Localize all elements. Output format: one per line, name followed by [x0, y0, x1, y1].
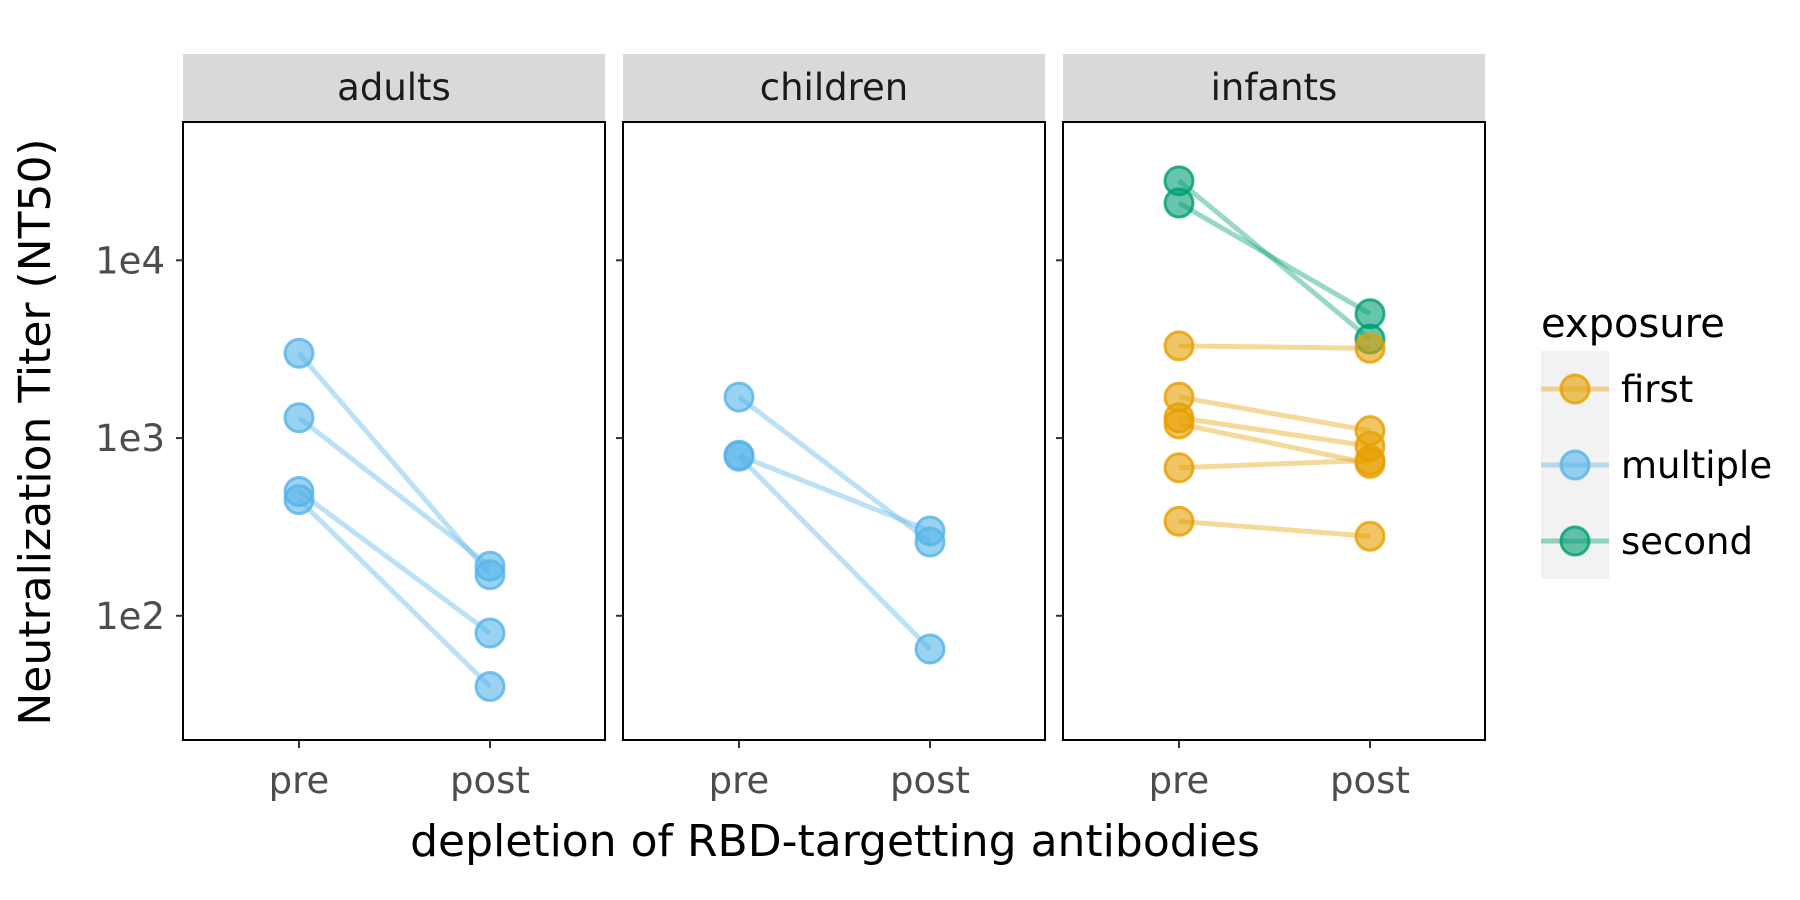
series-line-multiple: [297, 351, 492, 577]
facet-strip-label: infants: [1211, 66, 1338, 109]
y-tick-label: 1e3: [95, 417, 165, 460]
data-point-first: [1163, 452, 1195, 484]
y-axis-title: Neutralization Titer (NT50): [10, 138, 61, 725]
data-point-multiple: [474, 617, 506, 649]
series-line-multiple: [737, 454, 932, 651]
x-tick-label: post: [450, 759, 530, 802]
y-axis: 1e2 1e3 1e4: [95, 239, 165, 637]
panel-border: [622, 121, 1046, 741]
data-point-second: [1354, 298, 1386, 330]
facet-strip: [183, 54, 605, 122]
series-line-multiple: [297, 489, 492, 636]
y-tick-label: 1e2: [95, 595, 165, 638]
series-line-multiple: [297, 415, 492, 569]
facet-strip: [1063, 54, 1485, 122]
legend: exposure first multiple second: [1541, 301, 1772, 579]
data-point-multiple: [723, 440, 755, 472]
data-point-multiple: [723, 381, 755, 413]
y-tick-label: 1e4: [95, 239, 165, 282]
data-point-multiple: [914, 633, 946, 665]
series-line-first: [1178, 394, 1371, 434]
data-point-first: [1163, 505, 1195, 537]
facet-strip-label: children: [760, 66, 908, 109]
legend-label: multiple: [1621, 444, 1772, 487]
series-line-second: [1177, 200, 1372, 316]
facet-panels: adults pre post children pre post infants pre po…: [176, 54, 1486, 802]
data-point-first: [1163, 408, 1195, 440]
data-point-first: [1354, 332, 1386, 364]
x-axis-title: depletion of RBD-targetting antibodies: [410, 816, 1260, 867]
legend-label: first: [1621, 368, 1693, 411]
data-point-multiple: [283, 402, 315, 434]
legend-key-point: [1559, 449, 1591, 481]
data-point-multiple: [474, 670, 506, 702]
series-line-first: [1178, 343, 1371, 351]
data-point-multiple: [283, 484, 315, 516]
series-line-first: [1178, 415, 1371, 449]
facet-panel-adults: adults pre post: [176, 54, 606, 802]
x-tick-label: pre: [1149, 759, 1210, 802]
facet-panel-infants: infants pre post: [1056, 54, 1486, 802]
panel-border: [1062, 121, 1486, 741]
data-point-multiple: [283, 337, 315, 369]
facet-panel-children: children pre post: [616, 54, 1046, 802]
legend-item-second: second: [1541, 503, 1753, 579]
series-line-multiple: [737, 395, 932, 545]
data-point-second: [1163, 187, 1195, 219]
legend-key-point: [1559, 525, 1591, 557]
data-point-multiple: [914, 515, 946, 547]
series-line-multiple: [297, 497, 492, 689]
series-line-first: [1178, 518, 1371, 539]
x-tick-label: pre: [709, 759, 770, 802]
series-line-multiple: [738, 452, 931, 534]
x-tick-label: pre: [269, 759, 330, 802]
legend-key-point: [1559, 373, 1591, 405]
legend-label: second: [1621, 520, 1753, 563]
facet-strip: [623, 54, 1045, 122]
facet-strip-label: adults: [337, 66, 451, 109]
series-line-first: [1178, 457, 1371, 471]
data-point-multiple: [474, 550, 506, 582]
series-line-first: [1178, 421, 1371, 466]
data-point-first: [1163, 330, 1195, 362]
data-point-first: [1354, 444, 1386, 476]
x-tick-label: post: [890, 759, 970, 802]
panel-border: [182, 121, 606, 741]
legend-item-multiple: multiple: [1541, 427, 1772, 503]
legend-item-first: first: [1541, 351, 1693, 427]
x-tick-label: post: [1330, 759, 1410, 802]
legend-title: exposure: [1541, 301, 1725, 347]
series-line-second: [1177, 178, 1372, 342]
data-point-first: [1354, 520, 1386, 552]
